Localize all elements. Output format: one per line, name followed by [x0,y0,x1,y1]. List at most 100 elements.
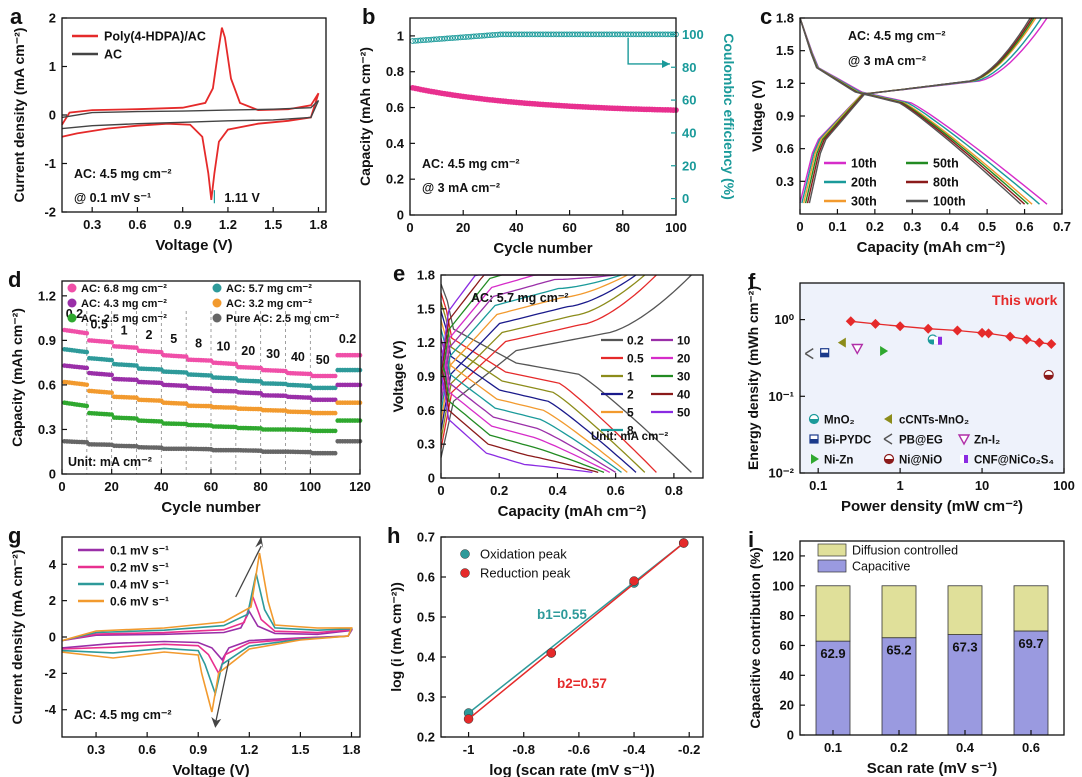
i-frame [799,540,1065,736]
h-ytick-label: 0.6 [417,570,435,585]
f-reference-point [851,343,864,355]
c-discharge-5 [799,17,1022,205]
d-panel-letter: d [8,267,21,292]
b-xtick-label: 60 [562,220,576,235]
b-y2tick-label: 80 [682,60,696,75]
d-xtick-label: 20 [104,479,118,494]
f-xtick-label: 0.1 [809,478,827,493]
b-point [564,31,570,38]
d-legend-label: Pure AC: 2.5 mg cm⁻² [226,313,339,325]
c-legend-label: 10th [851,157,877,171]
b-point [441,35,448,42]
b-point [415,37,421,44]
e-annotation: Unit: mA cm⁻² [591,431,668,443]
b-point [433,36,440,43]
d-series-3 [62,379,363,416]
e-legend-label: 0.2 [627,334,644,348]
b-point [492,31,498,38]
e-legend-label: 10 [677,334,691,348]
f-plot-background [800,283,1064,473]
b-point [598,31,605,38]
e-charge-2 [440,274,646,440]
h-xlabel: log (scan rate (mV s⁻¹)) [489,762,654,777]
i-panel-letter: i [748,527,754,552]
b-point [420,37,427,44]
i-ytick-label: 20 [780,698,794,713]
b-annotation: AC: 4.5 mg cm⁻² [422,157,520,171]
c-xtick-label: 0.1 [828,219,846,234]
i-xtick-label: 0.2 [890,740,908,755]
e-xlabel: Capacity (mAh cm⁻²) [498,503,647,520]
c-legend-label: 20th [851,176,877,190]
b-point [609,31,616,38]
b-point [431,36,437,43]
h-xtick-label: -0.8 [513,742,535,757]
g-xtick-label: 1.8 [342,742,360,757]
b-point [633,31,639,38]
b-point [470,33,477,40]
d-rate-label: 5 [170,332,177,346]
d-xlabel: Cycle number [161,499,260,516]
a-ytick-label: 2 [49,11,56,26]
d-point [332,373,338,379]
b-point [518,31,525,38]
b-ytick-label: 0.8 [386,64,404,79]
d-xtick-label: 0 [58,479,65,494]
e-discharge-0 [440,283,692,473]
b-point [476,33,483,39]
b-point [641,31,647,38]
e-xtick-label: 0.2 [490,483,508,498]
f-legend-marker [884,414,892,424]
b-xtick-label: 0 [406,220,413,235]
e-legend-label: 5 [627,406,634,420]
f-ytick-label: 10⁻¹ [768,389,794,404]
f-xlabel: Power density (mW cm⁻²) [841,498,1023,515]
h-ytick-label: 0.7 [417,530,435,545]
g-series-3 [61,552,353,713]
c-annotation: AC: 4.5 mg cm⁻² [848,29,946,43]
h-series-1 [463,538,689,724]
c-ylabel: Voltage (V) [749,80,765,152]
e-charge-6 [440,274,616,404]
b-point [417,37,424,44]
c-xtick-label: 0.2 [866,219,884,234]
b-series-1 [409,31,679,44]
b-xtick-label: 100 [665,220,687,235]
b-point [585,31,592,38]
b-point [513,31,520,38]
d-point [332,450,338,456]
e-charge-0 [440,274,692,458]
d-legend-marker [212,283,222,293]
b-point [497,31,504,38]
e-legend-label: 1 [627,370,634,384]
c-charge-5 [808,17,1031,204]
f-reference-point [934,336,939,345]
b-point [558,31,565,38]
d-xtick-label: 60 [204,479,218,494]
e-ytick-label: 0.3 [417,437,435,452]
g-xtick-label: 1.2 [240,742,258,757]
e-discharge-10 [440,374,593,474]
g-arrow-down [214,660,230,725]
e-discharge-9 [440,365,599,474]
b-point [486,32,493,39]
f-reference-6 [1043,369,1054,381]
d-ytick-label: 0 [49,467,56,482]
f-thiswork-point [923,323,934,334]
h-xtick-label: -1 [463,742,475,757]
b-point [617,31,623,38]
i-bar-capacitive [815,640,851,736]
h-ylabel: log (i (mA cm⁻²)) [388,582,404,692]
f-ytick-label: 10⁻² [768,466,794,481]
a-xtick-label: 1.5 [264,217,282,232]
i-legend-label: Capacitive [852,560,910,574]
f-thiswork-point [952,325,963,336]
d-rate-label: 40 [291,350,305,364]
d-xtick-label: 100 [299,479,321,494]
d-point [134,363,139,368]
b-point [553,31,560,38]
f-legend-label: CNF@NiCo₂S₄ [974,455,1054,467]
g-ytick-label: 0 [49,630,56,645]
f-reference-point [810,439,818,443]
